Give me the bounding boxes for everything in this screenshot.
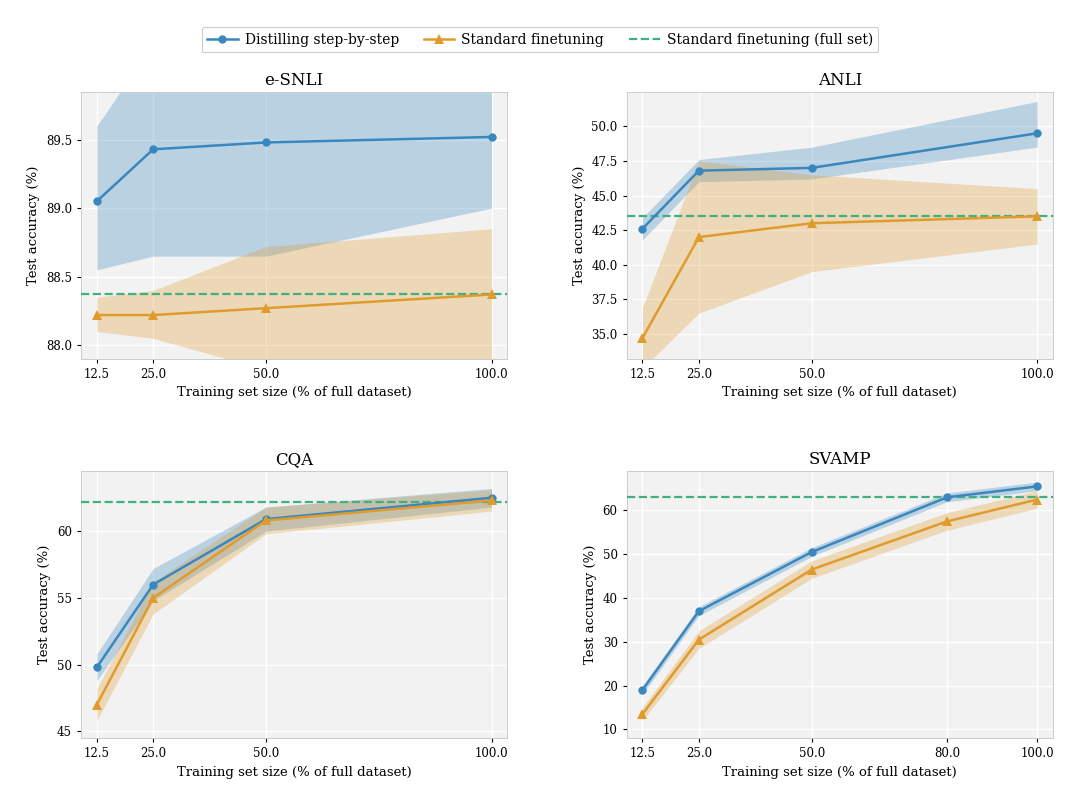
Title: CQA: CQA <box>275 451 313 468</box>
X-axis label: Training set size (% of full dataset): Training set size (% of full dataset) <box>723 766 957 779</box>
X-axis label: Training set size (% of full dataset): Training set size (% of full dataset) <box>723 386 957 400</box>
Legend: Distilling step-by-step, Standard finetuning, Standard finetuning (full set): Distilling step-by-step, Standard finetu… <box>202 27 878 53</box>
Y-axis label: Test accuracy (%): Test accuracy (%) <box>27 166 40 285</box>
Y-axis label: Test accuracy (%): Test accuracy (%) <box>584 545 597 664</box>
Title: SVAMP: SVAMP <box>809 451 872 468</box>
Title: ANLI: ANLI <box>818 72 862 89</box>
X-axis label: Training set size (% of full dataset): Training set size (% of full dataset) <box>177 766 411 779</box>
X-axis label: Training set size (% of full dataset): Training set size (% of full dataset) <box>177 386 411 400</box>
Title: e-SNLI: e-SNLI <box>265 72 324 89</box>
Y-axis label: Test accuracy (%): Test accuracy (%) <box>39 545 52 664</box>
Y-axis label: Test accuracy (%): Test accuracy (%) <box>572 166 585 285</box>
